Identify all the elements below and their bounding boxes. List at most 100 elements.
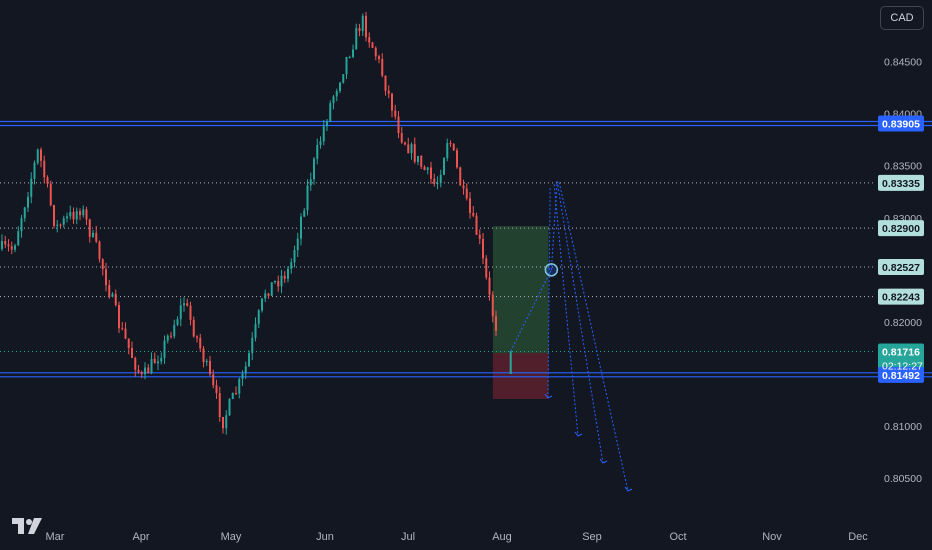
candle-body [459,167,462,186]
currency-button[interactable]: CAD [880,6,924,30]
candle-body [33,162,36,179]
candle-body [228,399,231,416]
candle-body [400,133,403,143]
candle-body [108,285,111,297]
candle-body [10,246,13,250]
candle-body [361,15,364,32]
candle-body [4,241,7,245]
candle-body [430,167,432,179]
time-tick-label: Aug [492,531,512,543]
candle-body [371,42,374,48]
candle-body [462,185,465,189]
anchor-point-icon [544,263,559,277]
candle-body [53,205,55,226]
candle-body [1,241,3,249]
candle-body [131,347,133,358]
candle-body [202,348,205,363]
candle-body [241,373,244,379]
candle-body [326,120,328,127]
candle-body [469,198,471,213]
candle-body [478,234,481,239]
time-tick-label: Nov [762,531,782,543]
candle-body [85,209,88,220]
candle-body [264,293,267,299]
candle-body [192,319,195,337]
candle-body [196,336,198,338]
candle-body [491,294,494,317]
take-profit-zone [492,226,549,354]
candle-body [332,96,335,104]
price-tick-label: 0.82000 [884,317,922,329]
candle-body [439,174,442,184]
candle-series [1,12,512,435]
candle-body [280,275,283,287]
candle-body [111,293,114,297]
candle-body [95,232,98,242]
tradingview-logo-icon [12,518,42,534]
candle-body [495,316,497,331]
candle-body [66,216,68,219]
candle-body [137,369,140,373]
time-tick-label: Mar [46,531,65,543]
forecast-down-leg [547,188,551,399]
candle-body [209,360,211,375]
candle-body [488,277,491,295]
candle-body [27,196,29,208]
arrow-head-icon [624,486,633,492]
candle-body [417,156,419,162]
forecast-drawing [510,181,633,492]
candle-body [384,75,387,91]
arrow-head-icon [599,458,608,464]
candle-body [267,293,270,296]
candle-body [205,360,208,363]
candle-body [394,110,397,117]
candle-body [482,238,484,259]
time-tick-label: Jul [401,531,415,543]
candle-body [36,149,39,163]
candle-body [222,417,224,429]
candle-body [374,47,377,57]
candle-body [277,280,280,287]
candle-body [7,244,10,247]
candle-body [235,392,237,394]
arrow-head-icon [574,431,583,437]
stop-loss-zone [492,353,549,399]
candle-body [352,49,354,57]
price-tick-label: 0.80500 [884,473,922,485]
candle-body [186,303,189,306]
candle-body [121,328,124,330]
current-price-label: 0.81716 [882,347,920,359]
time-tick-label: Dec [848,531,868,543]
candle-body [147,367,150,374]
candle-body [404,142,406,145]
candle-body [446,143,449,159]
level-price-label-bg [878,174,924,191]
candle-body [43,160,46,178]
candle-body [443,158,445,175]
candle-body [345,57,348,75]
forecast-down-leg [558,182,629,492]
candle-body [20,218,23,232]
candle-body [189,305,192,320]
candle-body [300,216,302,239]
candle-body [254,323,257,338]
time-axis: Mar Apr May Jun Jul Aug Sep Oct Nov Dec [46,531,869,543]
candle-body [225,415,228,429]
candle-body [14,245,16,250]
candle-body [509,351,512,374]
candle-body [118,305,120,329]
candle-body [114,293,117,306]
candle-body [166,335,169,341]
time-tick-label: Oct [669,531,686,543]
level-price-label-bg [878,259,924,276]
candle-body [358,28,361,32]
candle-body [452,143,455,151]
candle-body [101,259,104,270]
candle-body [397,116,400,134]
time-tick-label: May [221,531,242,543]
candle-body [313,158,315,180]
candle-body [257,310,260,324]
candle-body [378,56,380,59]
candle-body [46,177,49,184]
